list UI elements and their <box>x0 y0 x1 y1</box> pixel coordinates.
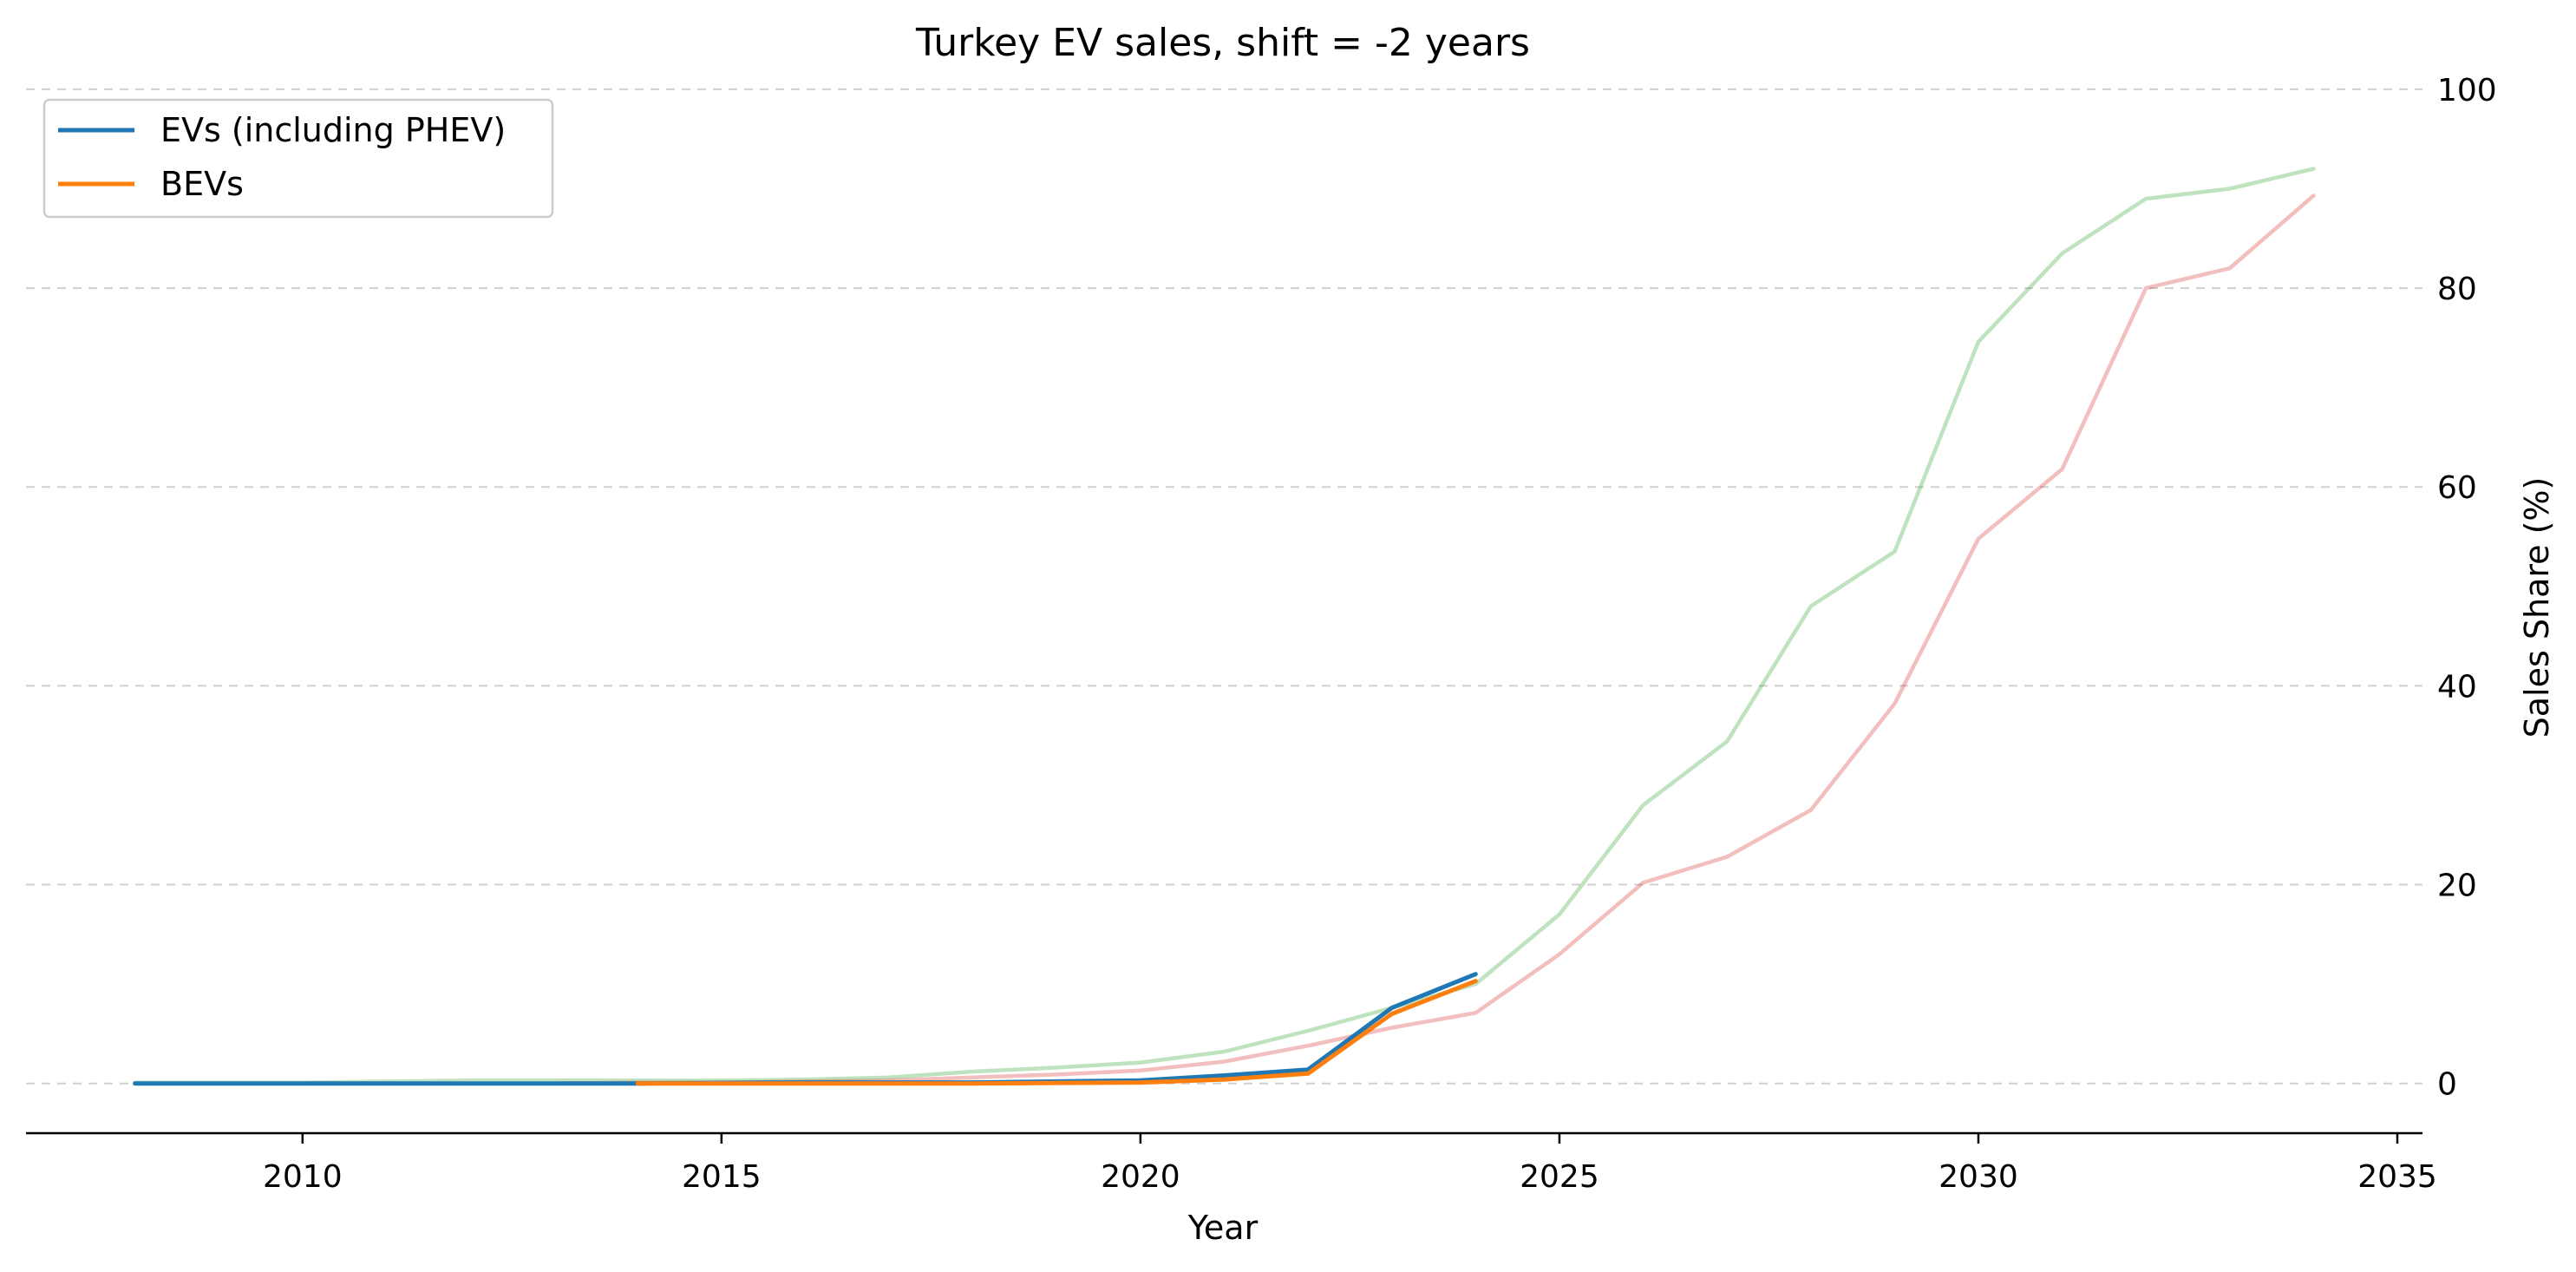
y-tick-label: 80 <box>2437 272 2477 307</box>
x-axis-label: Year <box>1187 1209 1259 1247</box>
legend: EVs (including PHEV) BEVs <box>42 98 554 219</box>
y-tick-label: 40 <box>2437 669 2477 705</box>
x-tick-label: 2025 <box>1520 1159 1599 1195</box>
x-tick-label: 2010 <box>263 1159 343 1195</box>
y-axis-label: Sales Share (%) <box>2518 477 2556 738</box>
legend-label-1: BEVs <box>160 165 244 203</box>
x-tick-label: 2035 <box>2357 1159 2437 1195</box>
series-lines <box>133 167 2316 1086</box>
y-tick-label: 60 <box>2437 470 2477 506</box>
y-tick-label: 100 <box>2437 73 2497 108</box>
y-ticks: 0 20 40 60 80 100 <box>2437 73 2497 1103</box>
x-ticks: 2010 2015 2020 2025 2030 2035 <box>263 1133 2437 1195</box>
y-tick-label: 20 <box>2437 869 2477 904</box>
chart-title: Turkey EV sales, shift = -2 years <box>915 21 1530 65</box>
legend-label-0: EVs (including PHEV) <box>160 111 506 149</box>
series-line-1 <box>635 979 1478 1086</box>
x-tick-label: 2030 <box>1939 1159 2018 1195</box>
x-tick-label: 2015 <box>682 1159 762 1195</box>
legend-box <box>42 98 554 219</box>
y-tick-label: 0 <box>2437 1067 2457 1103</box>
x-tick-label: 2020 <box>1101 1159 1180 1195</box>
series-line-2 <box>133 167 2316 1085</box>
